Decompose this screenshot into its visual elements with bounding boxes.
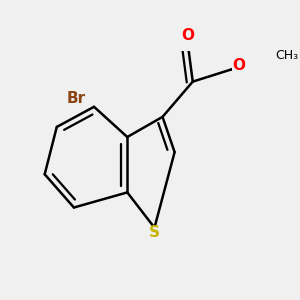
FancyBboxPatch shape [181, 29, 195, 42]
Text: S: S [149, 225, 160, 240]
Text: Br: Br [66, 91, 85, 106]
FancyBboxPatch shape [276, 49, 298, 62]
FancyBboxPatch shape [65, 92, 87, 105]
Text: O: O [232, 58, 246, 73]
Text: O: O [181, 28, 194, 43]
FancyBboxPatch shape [146, 226, 163, 240]
FancyBboxPatch shape [232, 59, 246, 72]
Text: CH₃: CH₃ [275, 49, 298, 62]
